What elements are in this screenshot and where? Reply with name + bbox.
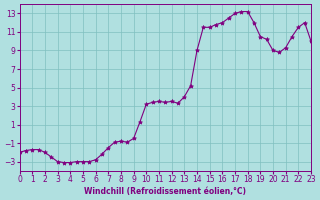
X-axis label: Windchill (Refroidissement éolien,°C): Windchill (Refroidissement éolien,°C) <box>84 187 246 196</box>
